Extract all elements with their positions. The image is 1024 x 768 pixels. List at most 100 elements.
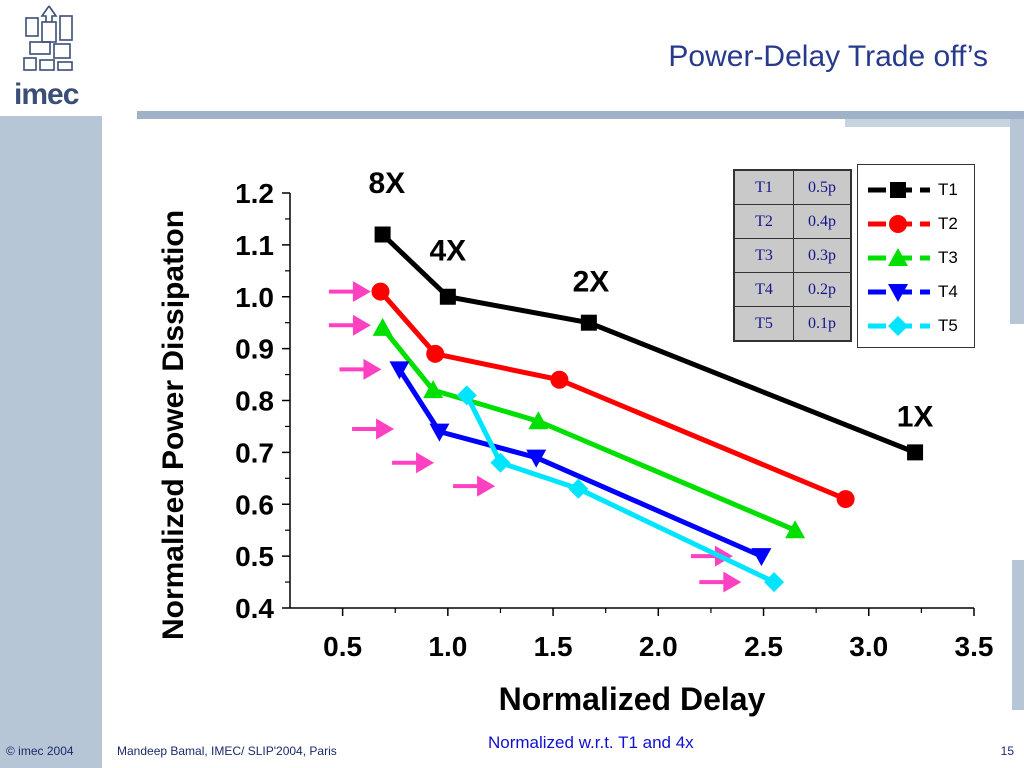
legend-item-t1: T1 [858, 173, 974, 206]
data-point-t3 [423, 380, 444, 399]
series-t5 [456, 385, 785, 593]
table-row: T5 0.1p [733, 306, 852, 342]
y-tick-label: 0.7 [235, 437, 274, 468]
data-point-t4 [751, 548, 772, 567]
data-point-t3 [785, 520, 806, 539]
data-point-t5 [764, 572, 785, 593]
table-cell-value: 0.1p [793, 306, 852, 342]
logo-text: imec [14, 78, 79, 111]
legend-label: T2 [938, 214, 958, 233]
legend-marker [888, 248, 908, 266]
legend-label: T4 [938, 282, 958, 301]
pointer-arrow [352, 418, 395, 440]
y-tick-label: 0.6 [235, 489, 274, 520]
legend: T1 T2 T3 T4 T5 [857, 164, 975, 348]
table-cell-name: T4 [733, 272, 794, 307]
data-point-t1 [907, 444, 924, 461]
legend-item-t4: T4 [858, 275, 974, 308]
x-tick-label: 3.0 [849, 631, 888, 662]
series-line-t3 [380, 326, 797, 533]
footer-author: Mandeep Bamal, IMEC/ SLIP'2004, Paris [117, 744, 337, 758]
y-tick-label: 0.9 [235, 334, 274, 365]
scale-annotation: 1X [897, 400, 934, 433]
series-t4 [389, 361, 772, 567]
data-point-t2 [426, 344, 445, 363]
data-point-t5 [456, 385, 477, 406]
data-point-t5 [490, 452, 511, 473]
legend-item-t5: T5 [858, 309, 974, 342]
title-rule-shadow [845, 119, 1024, 127]
pointer-arrow [453, 475, 496, 497]
y-tick-label: 0.8 [235, 386, 274, 417]
series-t1 [374, 226, 924, 461]
series-line-t4 [397, 368, 763, 559]
data-point-t4 [526, 449, 547, 468]
right-edge-bar [1010, 119, 1024, 324]
x-tick-label: 1.5 [534, 631, 573, 662]
legend-item-t3: T3 [858, 241, 974, 274]
data-point-t5 [568, 478, 589, 499]
scale-annotation: 8X [368, 167, 405, 200]
table-cell-value: 0.3p [793, 238, 852, 273]
sidebar-band [0, 0, 102, 768]
table-cell-value: 0.5p [793, 169, 852, 205]
data-point-t1 [580, 314, 597, 331]
table-cell-value: 0.4p [793, 204, 852, 239]
data-point-t2 [371, 282, 390, 301]
data-point-t4 [429, 423, 450, 442]
table-cell-name: T3 [733, 238, 794, 273]
legend-label: T3 [938, 248, 958, 267]
series-t2 [371, 282, 855, 509]
y-tick-label: 0.4 [235, 593, 274, 624]
x-tick-label: 2.5 [744, 631, 783, 662]
y-tick-label: 1.1 [235, 230, 274, 261]
data-point-t4 [389, 361, 410, 380]
x-tick-label: 0.5 [323, 631, 362, 662]
chart-axes: 0.5 1.0 1.5 2.0 2.5 3.0 3.5 0.4 0.5 0.6 0.7 0.8 0.9 1… [235, 178, 993, 662]
data-point-t1 [439, 288, 456, 305]
legend-marker [889, 215, 907, 233]
series-t3 [372, 317, 806, 539]
data-point-t2 [550, 370, 569, 389]
logo: imec [0, 0, 102, 116]
table-row: T1 0.5p [733, 169, 852, 205]
footer-copyright: © imec 2004 [6, 744, 74, 758]
legend-item-t2: T2 [858, 207, 974, 240]
pointer-arrow [339, 358, 382, 380]
x-tick-label: 2.0 [639, 631, 678, 662]
pointer-arrow [392, 452, 435, 474]
table-cell-name: T1 [733, 169, 794, 205]
parameter-table: T1 0.5p T2 0.4p T3 0.3p T4 0.2p T5 0.1p [733, 169, 852, 342]
legend-swatch-t4 [868, 284, 930, 302]
footer-page-number: 15 [1000, 744, 1014, 758]
logo-emblem-icon [23, 5, 73, 71]
legend-marker [890, 182, 906, 198]
normalization-note: Normalized w.r.t. T1 and 4x [488, 733, 694, 752]
table-row: T3 0.3p [733, 238, 852, 273]
pointer-arrow [328, 314, 371, 336]
legend-swatch-t5 [868, 316, 930, 336]
table-row: T2 0.4p [733, 204, 852, 239]
slide-title: Power-Delay Trade off’s [668, 40, 988, 73]
x-tick-label: 3.5 [955, 631, 994, 662]
data-point-t2 [836, 490, 855, 509]
y-tick-label: 0.5 [235, 541, 274, 572]
scale-annotation: 2X [573, 266, 610, 299]
legend-swatch-t1 [868, 182, 930, 198]
legend-swatch-t2 [868, 215, 930, 233]
title-rule [137, 111, 1024, 119]
series-line-t1 [380, 232, 916, 455]
right-edge-bar-lower [1012, 560, 1024, 710]
y-tick-label: 1.0 [235, 282, 274, 313]
series-line-t5 [464, 394, 776, 585]
legend-label: T5 [938, 316, 958, 335]
legend-label: T1 [938, 180, 958, 199]
table-cell-name: T2 [733, 204, 794, 239]
series-line-t2 [378, 289, 847, 502]
pointer-arrow [699, 571, 742, 593]
data-point-t3 [372, 317, 393, 336]
table-cell-name: T5 [733, 306, 794, 342]
data-point-t3 [528, 411, 549, 430]
chart-series [371, 226, 924, 593]
